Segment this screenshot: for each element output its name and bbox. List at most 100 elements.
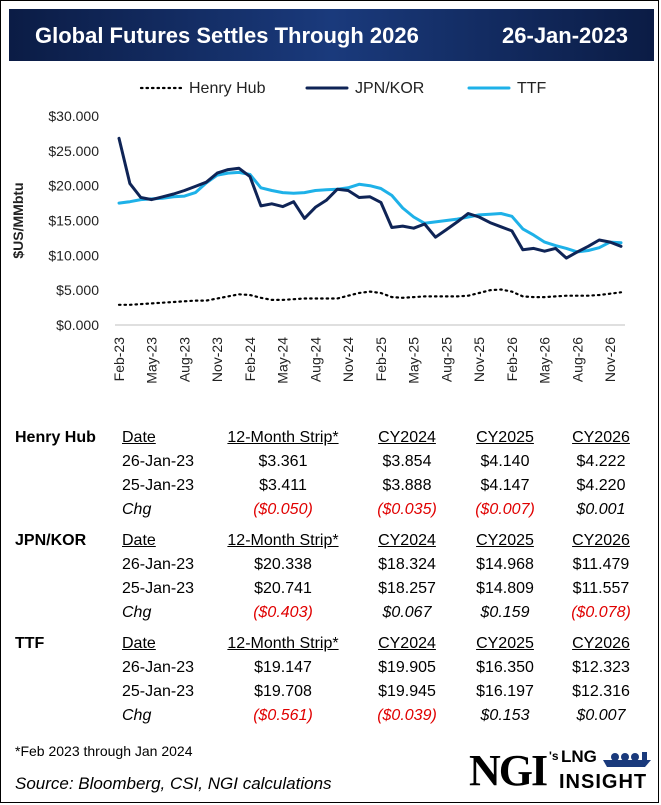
change-cell: ($0.561) — [253, 707, 313, 724]
column-header: Date — [122, 429, 156, 446]
x-tick-label: Nov-24 — [340, 337, 356, 382]
table-cell: $18.324 — [378, 556, 436, 573]
legend-label: TTF — [517, 80, 547, 97]
x-tick-label: May-26 — [537, 337, 553, 384]
footnote: *Feb 2023 through Jan 2024 — [15, 743, 193, 759]
series-line-ttf — [117, 170, 623, 254]
column-header: CY2026 — [572, 635, 630, 652]
column-header: CY2024 — [378, 532, 436, 549]
x-tick-label: Aug-24 — [307, 337, 323, 382]
column-header: Date — [122, 635, 156, 652]
table-jpn-kor: JPN/KOR Date 12-Month Strip* CY2024 CY2025 CY… — [1, 522, 658, 625]
table-change-row: Chg ($0.050) ($0.035) ($0.007) $0.001 — [1, 501, 658, 525]
column-header: CY2026 — [572, 532, 630, 549]
row-date: 26-Jan-23 — [122, 556, 195, 573]
change-cell: ($0.403) — [253, 604, 313, 621]
x-tick-label: Feb-26 — [504, 337, 520, 382]
x-tick-label: May-24 — [275, 337, 291, 384]
column-header: 12-Month Strip* — [227, 429, 339, 446]
change-cell: $0.067 — [382, 604, 432, 621]
change-cell: ($0.050) — [253, 501, 313, 518]
x-tick-label: Feb-25 — [373, 337, 389, 382]
column-header: CY2026 — [572, 429, 630, 446]
row-date: 25-Jan-23 — [122, 683, 195, 700]
change-cell: $0.007 — [576, 707, 626, 724]
page-title: Global Futures Settles Through 2026 — [35, 23, 419, 48]
logo-apostrophe-s: 's — [549, 749, 559, 763]
y-tick-label: $20.000 — [48, 178, 99, 194]
row-date: 26-Jan-23 — [122, 453, 195, 470]
y-tick-label: $5.000 — [56, 282, 99, 298]
table-title: TTF — [15, 635, 45, 652]
table-cell: $12.316 — [572, 683, 630, 700]
table-cell: $3.888 — [382, 477, 432, 494]
table-row: 25-Jan-23 $20.741 $18.257 $14.809 $11.557 — [1, 580, 658, 604]
table-cell: $4.147 — [480, 477, 530, 494]
table-cell: $16.197 — [476, 683, 534, 700]
table-cell: $14.968 — [476, 556, 534, 573]
column-header: CY2025 — [476, 532, 534, 549]
logo-insight: INSIGHT — [559, 771, 648, 793]
column-header: Date — [122, 532, 156, 549]
table-ttf: TTF Date 12-Month Strip* CY2024 CY2025 CY2026… — [1, 625, 658, 731]
change-label: Chg — [122, 707, 152, 724]
logo-lng: LNG — [561, 747, 597, 766]
change-label: Chg — [122, 604, 152, 621]
change-cell: ($0.039) — [377, 707, 437, 724]
column-header: CY2024 — [378, 635, 436, 652]
legend-label: JPN/KOR — [355, 80, 424, 97]
column-header: CY2025 — [476, 635, 534, 652]
x-tick-label: Feb-24 — [242, 337, 258, 382]
legend-label: Henry Hub — [189, 80, 266, 97]
table-cell: $19.905 — [378, 659, 436, 676]
table-cell: $20.338 — [254, 556, 312, 573]
table-cell: $11.479 — [572, 556, 630, 573]
x-tick-label: Aug-23 — [176, 337, 192, 382]
table-row: 26-Jan-23 $3.361 $3.854 $4.140 $4.222 — [1, 453, 658, 477]
table-cell: $19.945 — [378, 683, 436, 700]
logo-ngi: NGI — [469, 746, 548, 795]
table-title: Henry Hub — [15, 429, 96, 446]
table-cell: $19.708 — [254, 683, 312, 700]
x-tick-label: Nov-26 — [602, 337, 618, 382]
column-header: 12-Month Strip* — [227, 635, 339, 652]
column-header: CY2024 — [378, 429, 436, 446]
change-label: Chg — [122, 501, 152, 518]
series-line-henry-hub — [117, 288, 623, 306]
source-line: Source: Bloomberg, CSI, NGI calculations — [15, 774, 332, 793]
change-cell: ($0.078) — [571, 604, 631, 621]
table-row: 25-Jan-23 $3.411 $3.888 $4.147 $4.220 — [1, 477, 658, 501]
y-tick-label: $0.000 — [56, 317, 99, 333]
column-header: 12-Month Strip* — [227, 532, 339, 549]
change-cell: ($0.035) — [377, 501, 437, 518]
table-cell: $4.220 — [576, 477, 626, 494]
table-row: 25-Jan-23 $19.708 $19.945 $16.197 $12.316 — [1, 683, 658, 707]
table-change-row: Chg ($0.561) ($0.039) $0.153 $0.007 — [1, 707, 658, 731]
change-cell: ($0.007) — [475, 501, 535, 518]
x-tick-label: Feb-23 — [111, 337, 127, 382]
y-tick-label: $30.000 — [48, 108, 99, 124]
futures-line-chart: $0.000 $5.000 $10.000 $15.000 $20.000 $25.000… — [10, 80, 625, 384]
table-header-row: Date 12-Month Strip* CY2024 CY2025 CY2026 — [1, 532, 658, 556]
table-cell: $3.361 — [258, 453, 308, 470]
x-tick-label: Nov-23 — [209, 337, 225, 382]
column-header: CY2025 — [476, 429, 534, 446]
table-cell: $19.147 — [254, 659, 312, 676]
row-date: 26-Jan-23 — [122, 659, 195, 676]
header-bar: Global Futures Settles Through 2026 26-J… — [9, 9, 654, 61]
table-cell: $4.140 — [480, 453, 530, 470]
y-tick-label: $25.000 — [48, 143, 99, 159]
y-tick-label: $15.000 — [48, 213, 99, 229]
table-cell: $12.323 — [572, 659, 630, 676]
ngi-lng-insight-logo: NGI 's LNG INSIGHT — [469, 746, 653, 799]
table-cell: $16.350 — [476, 659, 534, 676]
x-tick-label: Nov-25 — [471, 337, 487, 382]
row-date: 25-Jan-23 — [122, 477, 195, 494]
series-line-jpn-kor — [117, 136, 623, 260]
table-cell: $18.257 — [378, 580, 436, 597]
x-tick-label: Aug-26 — [569, 337, 585, 382]
table-header-row: Date 12-Month Strip* CY2024 CY2025 CY2026 — [1, 635, 658, 659]
table-title: JPN/KOR — [15, 532, 87, 549]
change-cell: $0.159 — [480, 604, 530, 621]
table-cell: $4.222 — [576, 453, 626, 470]
